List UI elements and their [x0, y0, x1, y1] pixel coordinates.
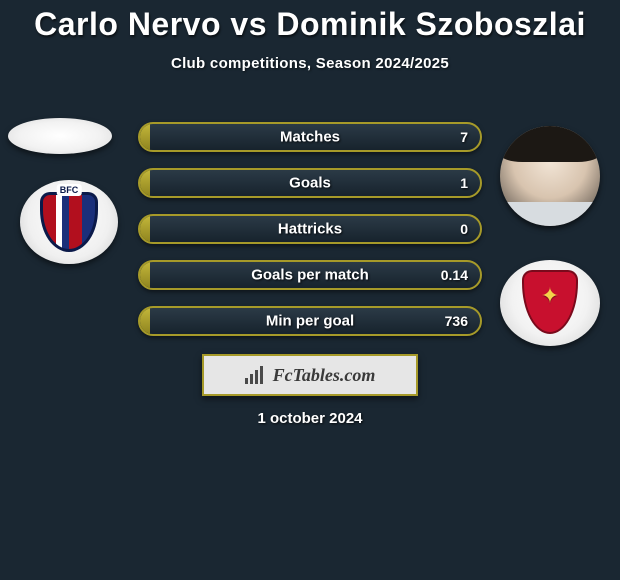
stat-bar-label: Hattricks [278, 221, 342, 238]
stat-bar-value: 1 [460, 175, 468, 191]
brand-box: FcTables.com [202, 354, 418, 396]
bologna-bfc-text: BFC [57, 184, 82, 196]
stat-bar-label: Min per goal [266, 313, 354, 330]
stat-bar-value: 0.14 [441, 267, 468, 283]
stat-bar: Goals per match 0.14 [138, 260, 482, 290]
stat-bars: Matches 7 Goals 1 Hattricks 0 Goals per match 0… [138, 122, 482, 352]
player-left-avatar [8, 118, 112, 154]
club-crest-right: ✦ [500, 260, 600, 346]
stat-bar-value: 736 [445, 313, 468, 329]
page-title: Carlo Nervo vs Dominik Szoboszlai [0, 0, 620, 43]
player-right-avatar [500, 126, 600, 226]
brand-text: FcTables.com [273, 365, 376, 386]
stat-bar: Hattricks 0 [138, 214, 482, 244]
stat-bar-fill [140, 216, 150, 242]
subtitle: Club competitions, Season 2024/2025 [0, 55, 620, 72]
stat-bar-fill [140, 124, 150, 150]
stat-bar-fill [140, 308, 150, 334]
club-crest-left: BFC [20, 180, 118, 264]
stat-bar-value: 7 [460, 129, 468, 145]
date-line: 1 october 2024 [0, 410, 620, 427]
brand-bars-icon [245, 366, 267, 384]
stat-bar-label: Goals [289, 175, 331, 192]
stat-bar-value: 0 [460, 221, 468, 237]
stat-bar-fill [140, 170, 150, 196]
liverbird-icon: ✦ [541, 283, 559, 309]
stat-bar: Goals 1 [138, 168, 482, 198]
stat-bar-label: Matches [280, 129, 340, 146]
stat-bar-fill [140, 262, 150, 288]
stat-bar-label: Goals per match [251, 267, 369, 284]
stat-bar: Min per goal 736 [138, 306, 482, 336]
stat-bar: Matches 7 [138, 122, 482, 152]
